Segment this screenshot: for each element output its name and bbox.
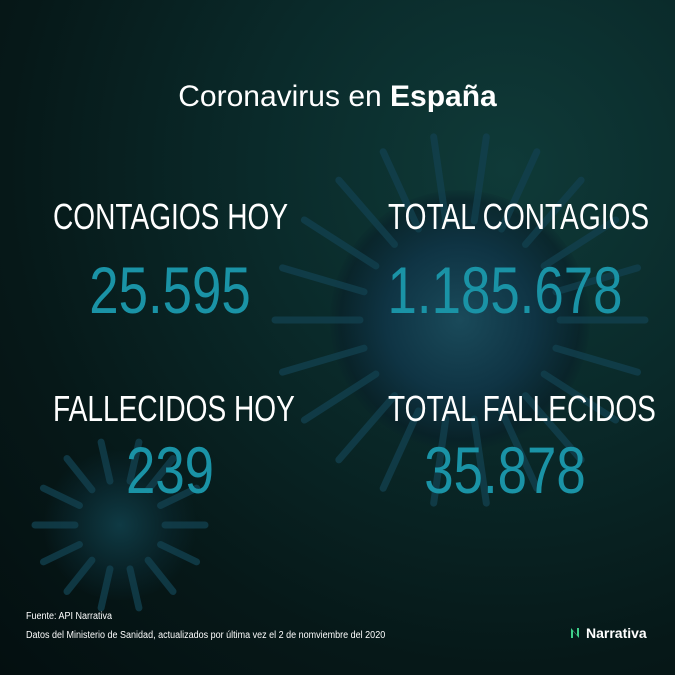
virus-spike <box>300 370 380 424</box>
virus-spike <box>126 565 143 612</box>
total-fallecidos-value: 35.878 <box>424 433 586 507</box>
virus-spike <box>540 370 620 424</box>
virus-spike <box>39 541 83 566</box>
virus-spike <box>430 133 450 225</box>
virus-spike <box>498 148 541 233</box>
virus-spike <box>335 392 399 464</box>
virus-spike <box>97 565 114 612</box>
virus-spike <box>470 133 490 225</box>
contagios-hoy-value: 25.595 <box>89 253 251 327</box>
total-contagios-label: TOTAL CONTAGIOS <box>388 196 650 237</box>
virus-spike <box>552 264 642 296</box>
virus-spike <box>521 392 585 464</box>
virus-spike <box>144 556 177 595</box>
total-contagios-value: 1.185.678 <box>387 253 623 327</box>
virus-spike <box>63 556 96 595</box>
virus-spike <box>126 438 143 485</box>
virus-spike <box>335 176 399 248</box>
virus-spike <box>540 216 620 270</box>
title-country: España <box>390 80 497 113</box>
narrativa-logo: Narrativa <box>570 625 647 641</box>
virus-illustration-large <box>330 190 590 450</box>
virus-spike <box>552 344 642 376</box>
virus-spike <box>300 216 380 270</box>
virus-spike <box>157 484 201 509</box>
fallecidos-hoy-label: FALLECIDOS HOY <box>53 388 295 429</box>
virus-spike <box>278 344 368 376</box>
virus-spike <box>498 407 541 492</box>
virus-spike <box>430 415 450 507</box>
virus-spike <box>157 541 201 566</box>
virus-spike <box>39 484 83 509</box>
data-note-text: Datos del Ministerio de Sanidad, actuali… <box>26 630 386 641</box>
virus-spike <box>470 415 490 507</box>
virus-spike <box>521 176 585 248</box>
logo-text: Narrativa <box>586 625 647 641</box>
contagios-hoy-label: CONTAGIOS HOY <box>53 196 289 237</box>
title-prefix: Coronavirus en <box>178 80 391 113</box>
virus-spike <box>379 148 422 233</box>
total-fallecidos-label: TOTAL FALLECIDOS <box>388 388 656 429</box>
page-title: Coronavirus en España <box>0 80 675 114</box>
virus-spike <box>144 455 177 494</box>
fallecidos-hoy-value: 239 <box>125 433 215 507</box>
virus-spike <box>278 264 368 296</box>
virus-spike <box>379 407 422 492</box>
virus-spike <box>97 438 114 485</box>
narrativa-n-logo-icon <box>571 628 579 638</box>
source-text: Fuente: API Narrativa <box>26 611 113 622</box>
virus-spike <box>63 455 96 494</box>
